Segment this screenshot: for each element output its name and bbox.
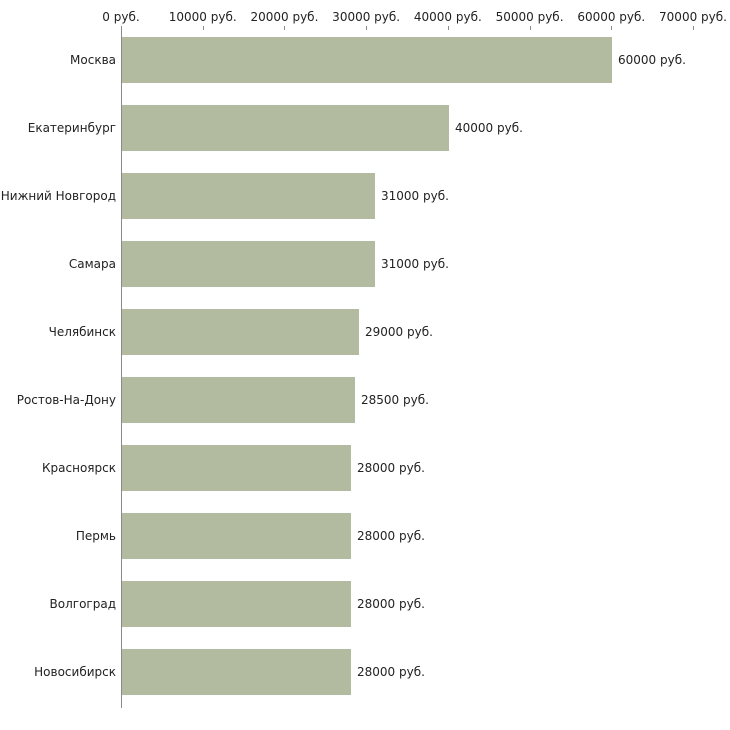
x-axis-tick-mark	[202, 26, 204, 30]
bar	[122, 105, 449, 151]
category-label: Москва	[70, 53, 116, 67]
category-label: Новосибирск	[34, 665, 116, 679]
value-label: 40000 руб.	[455, 121, 523, 135]
category-label: Пермь	[75, 529, 116, 543]
bar	[122, 173, 375, 219]
bar	[122, 649, 351, 695]
x-axis-tick-label: 40000 руб.	[413, 10, 482, 24]
category-label: Челябинск	[48, 325, 116, 339]
value-label: 31000 руб.	[381, 257, 449, 271]
category-label: Ростов-На-Дону	[16, 393, 116, 407]
bar-row: Новосибирск 28000 руб.	[0, 649, 730, 695]
category-label: Самара	[68, 257, 116, 271]
bar	[122, 445, 351, 491]
value-label: 28000 руб.	[357, 529, 425, 543]
x-axis-tick-label: 10000 руб.	[168, 10, 237, 24]
x-axis-tick-label: 60000 руб.	[577, 10, 646, 24]
x-axis-tick-mark	[529, 26, 531, 30]
value-label: 60000 руб.	[618, 53, 686, 67]
x-axis-tick-label: 30000 руб.	[332, 10, 401, 24]
value-label: 28000 руб.	[357, 461, 425, 475]
bar-row: Волгоград 28000 руб.	[0, 581, 730, 627]
value-label: 31000 руб.	[381, 189, 449, 203]
value-label: 28000 руб.	[357, 597, 425, 611]
bar	[122, 581, 351, 627]
x-axis-tick-label: 0 руб.	[102, 10, 140, 24]
x-axis-tick-label: 20000 руб.	[250, 10, 319, 24]
bar-row: Челябинск 29000 руб.	[0, 309, 730, 355]
value-label: 29000 руб.	[365, 325, 433, 339]
value-label: 28000 руб.	[357, 665, 425, 679]
bar-row: Пермь 28000 руб.	[0, 513, 730, 559]
bar	[122, 37, 612, 83]
category-label: Волгоград	[49, 597, 116, 611]
value-label: 28500 руб.	[361, 393, 429, 407]
y-axis-line	[121, 30, 122, 708]
x-axis-tick-mark	[611, 26, 613, 30]
bar-row: Красноярск 28000 руб.	[0, 445, 730, 491]
bar	[122, 377, 355, 423]
x-axis-tick-mark	[447, 26, 449, 30]
x-axis-tick-mark	[121, 26, 122, 30]
x-axis-tick-label: 50000 руб.	[495, 10, 564, 24]
bar-row: Нижний Новгород 31000 руб.	[0, 173, 730, 219]
category-label: Нижний Новгород	[0, 189, 116, 203]
bar-row: Ростов-На-Дону 28500 руб.	[0, 377, 730, 423]
category-label: Красноярск	[42, 461, 116, 475]
bar-row: Екатеринбург 40000 руб.	[0, 105, 730, 151]
bar-row: Самара 31000 руб.	[0, 241, 730, 287]
x-axis-tick-mark	[284, 26, 286, 30]
bar	[122, 513, 351, 559]
bar	[122, 309, 359, 355]
category-label: Екатеринбург	[27, 121, 116, 135]
bar-row: Москва 60000 руб.	[0, 37, 730, 83]
x-axis-tick-mark	[366, 26, 368, 30]
x-axis-tick-mark	[693, 26, 694, 30]
bar	[122, 241, 375, 287]
x-axis-tick-label: 70000 руб.	[659, 10, 727, 24]
